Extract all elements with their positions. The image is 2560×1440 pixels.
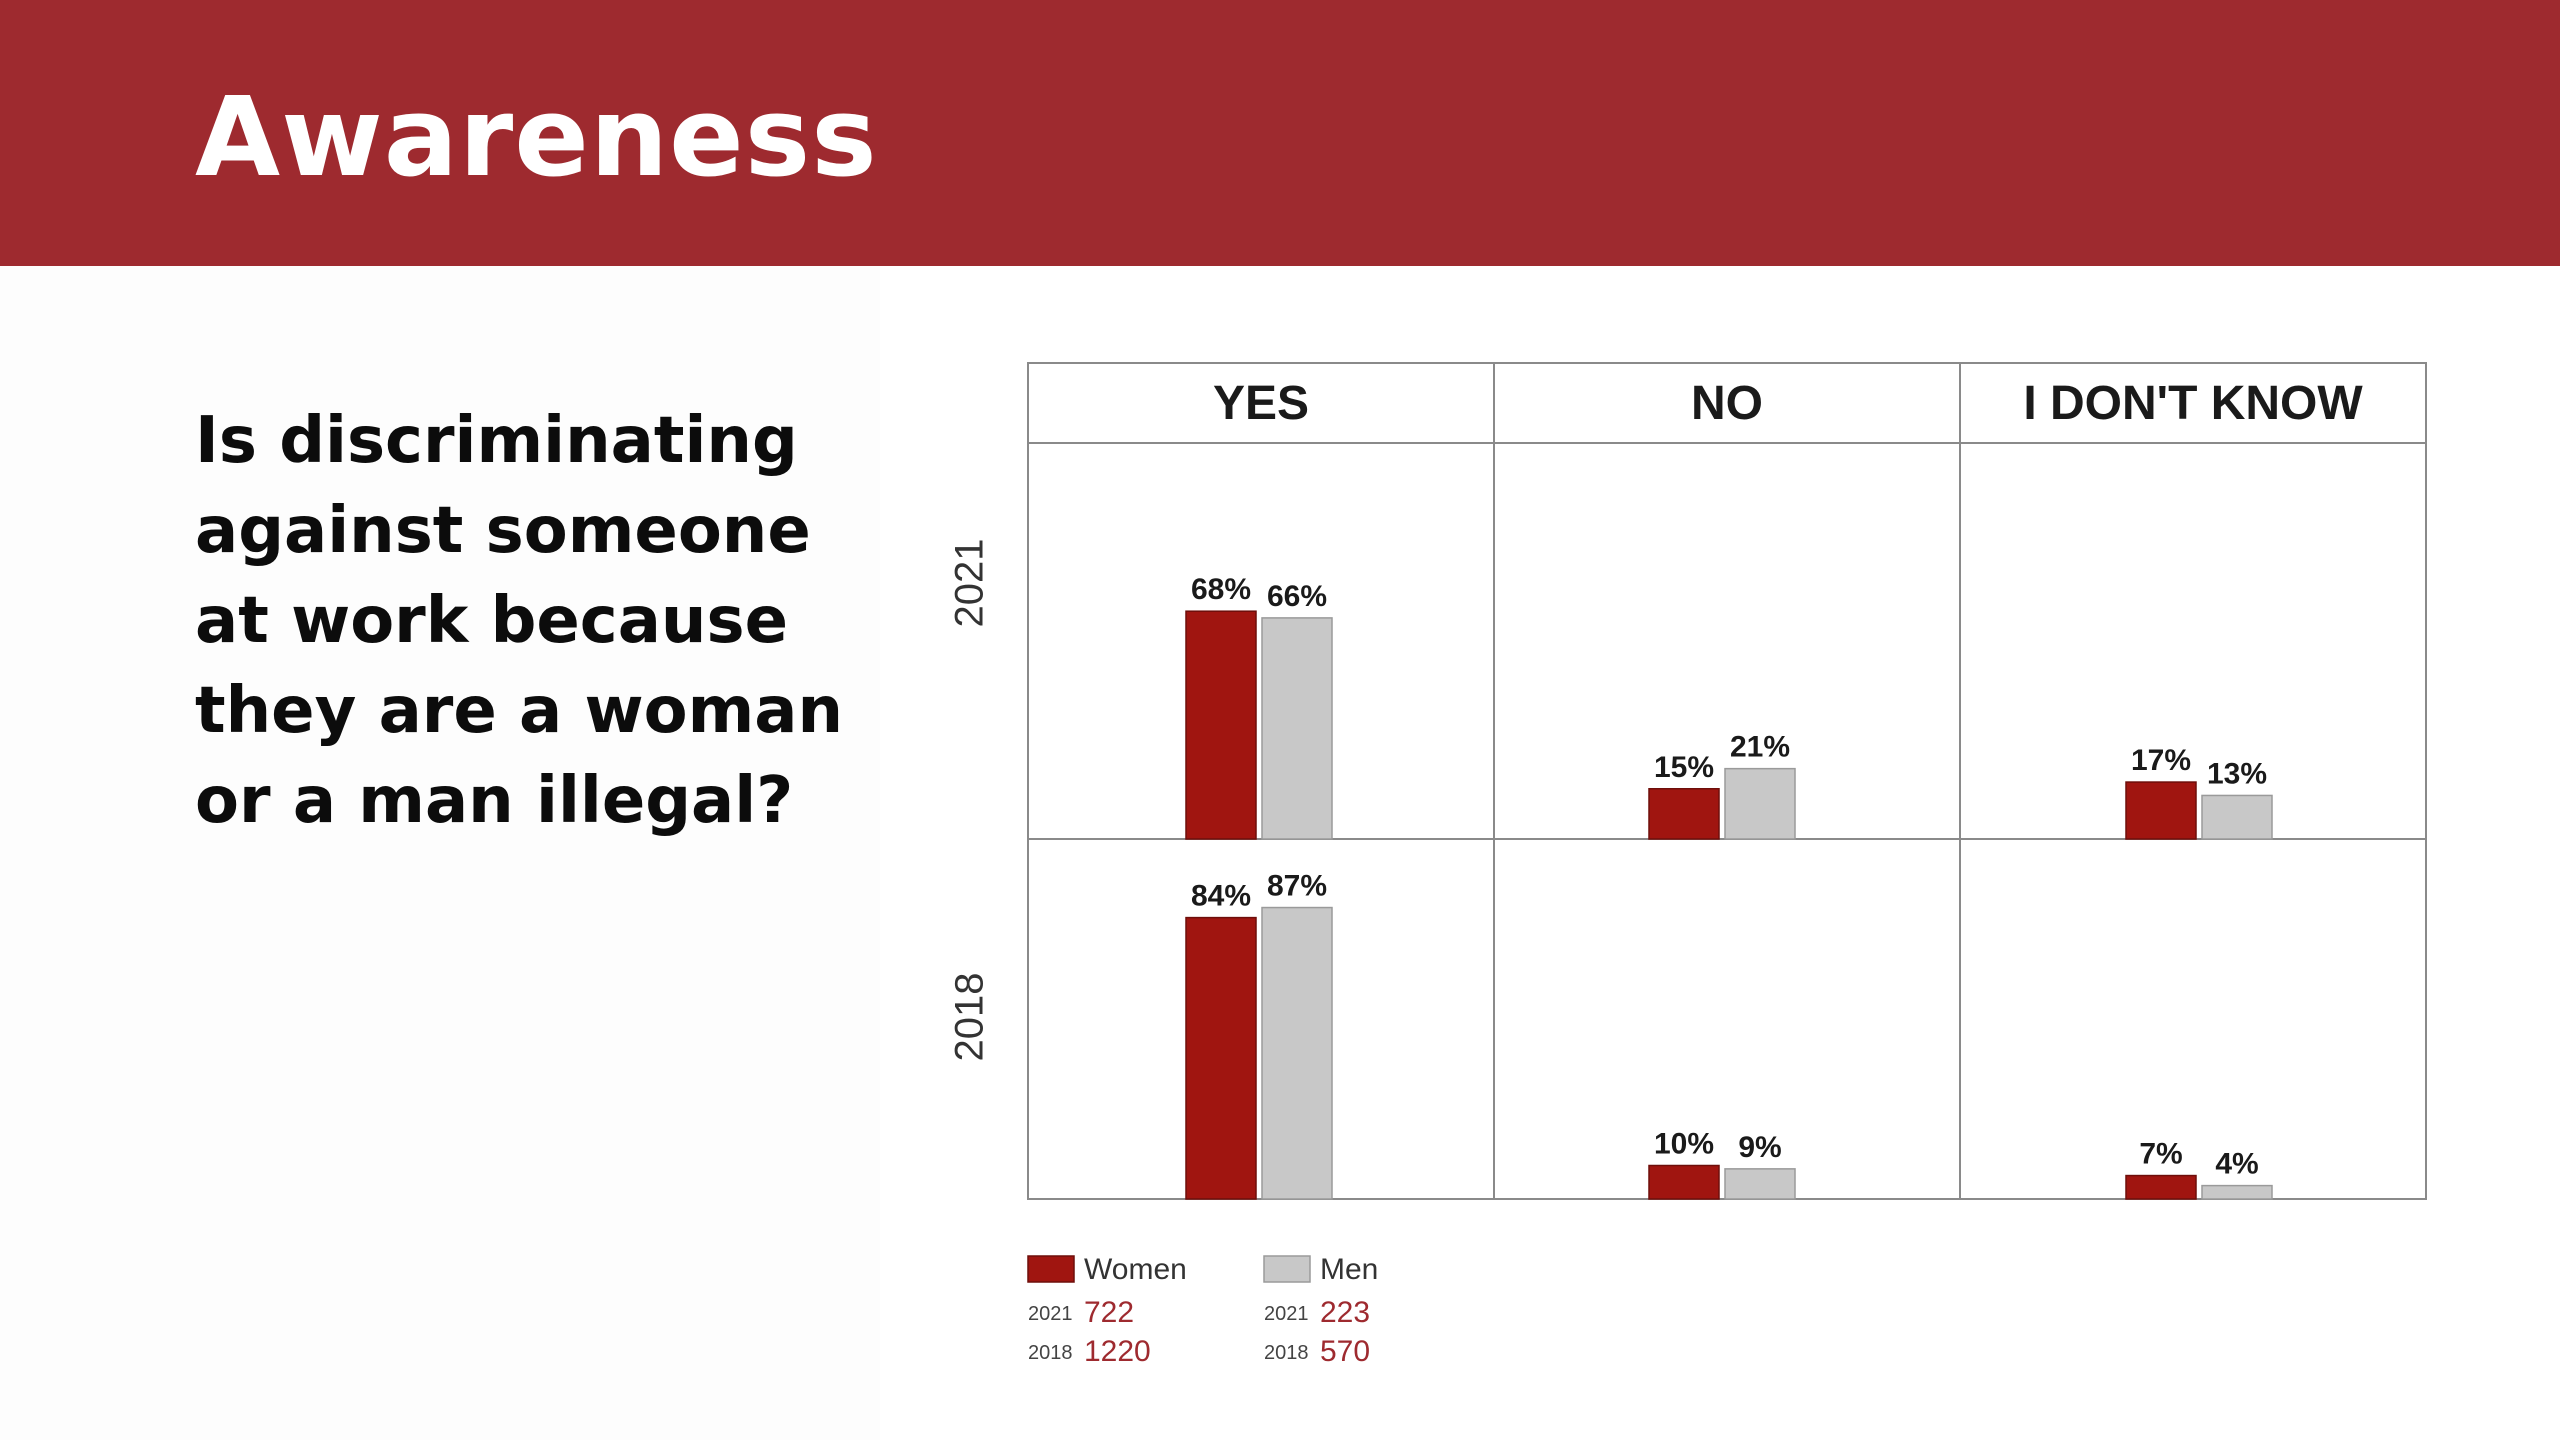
value-label-2021-i-don-t-know-women: 17% — [2131, 744, 2191, 777]
value-label-2021-i-don-t-know-men: 13% — [2207, 757, 2267, 790]
legend-sample-n-women-2021: 722 — [1084, 1296, 1134, 1329]
title-banner: Awareness — [0, 0, 2560, 266]
bar-2021-i-don-t-know-women — [2125, 781, 2197, 840]
bar-2021-i-don-t-know-men — [2201, 794, 2273, 840]
bar-2021-no-women — [1648, 788, 1720, 840]
chart-panel: YES NO I DON'T KNOW 2021 2018 68% 66% 15% 21% 17%… — [880, 266, 2560, 1440]
row-label-2021: 2021 — [948, 539, 992, 628]
legend-sample-n-women-2018: 1220 — [1084, 1335, 1151, 1368]
bar-2018-no-women — [1648, 1164, 1720, 1200]
value-label-2018-no-women: 10% — [1654, 1128, 1714, 1161]
legend-swatch-men — [1263, 1255, 1311, 1283]
legend-sample-n-men-2021: 223 — [1320, 1296, 1370, 1329]
value-label-2018-yes-women: 84% — [1191, 880, 1251, 913]
bar-2018-i-don-t-know-men — [2201, 1184, 2273, 1200]
row-label-2018: 2018 — [948, 973, 992, 1062]
legend-sample-n-men-2018: 570 — [1320, 1335, 1370, 1368]
column-header-no: NO — [1691, 377, 1763, 430]
value-label-2018-i-don-t-know-men: 4% — [2215, 1148, 2258, 1181]
bar-2018-no-men — [1724, 1168, 1796, 1200]
bar-2021-yes-women — [1185, 610, 1257, 840]
legend-sample-year-men-2018: 2018 — [1264, 1342, 1309, 1364]
slide-title: Awareness — [195, 73, 878, 201]
legend-label-women: Women — [1084, 1253, 1187, 1286]
value-label-2021-yes-women: 68% — [1191, 573, 1251, 606]
bar-2021-no-men — [1724, 767, 1796, 840]
value-label-2018-no-men: 9% — [1738, 1131, 1781, 1164]
legend-sample-year-women-2021: 2021 — [1028, 1303, 1073, 1325]
value-label-2018-yes-men: 87% — [1267, 870, 1327, 903]
value-label-2018-i-don-t-know-women: 7% — [2139, 1138, 2182, 1171]
value-label-2021-no-women: 15% — [1654, 751, 1714, 784]
value-label-2021-yes-men: 66% — [1267, 580, 1327, 613]
legend-sample-year-men-2021: 2021 — [1264, 1303, 1309, 1325]
column-header-i-don-t-know: I DON'T KNOW — [2023, 377, 2363, 430]
bar-2018-yes-men — [1261, 906, 1333, 1200]
bar-2021-yes-men — [1261, 617, 1333, 840]
legend-label-men: Men — [1320, 1253, 1378, 1286]
legend-swatch-women — [1027, 1255, 1075, 1283]
value-label-2021-no-men: 21% — [1730, 731, 1790, 764]
bar-2018-yes-women — [1185, 916, 1257, 1200]
column-header-yes: YES — [1213, 377, 1309, 430]
bar-2018-i-don-t-know-women — [2125, 1174, 2197, 1200]
awareness-chart: YES NO I DON'T KNOW 2021 2018 68% 66% 15% 21% 17%… — [948, 362, 2427, 1368]
question-text: Is discriminating against someone at wor… — [195, 404, 843, 838]
legend-sample-year-women-2018: 2018 — [1028, 1342, 1073, 1364]
